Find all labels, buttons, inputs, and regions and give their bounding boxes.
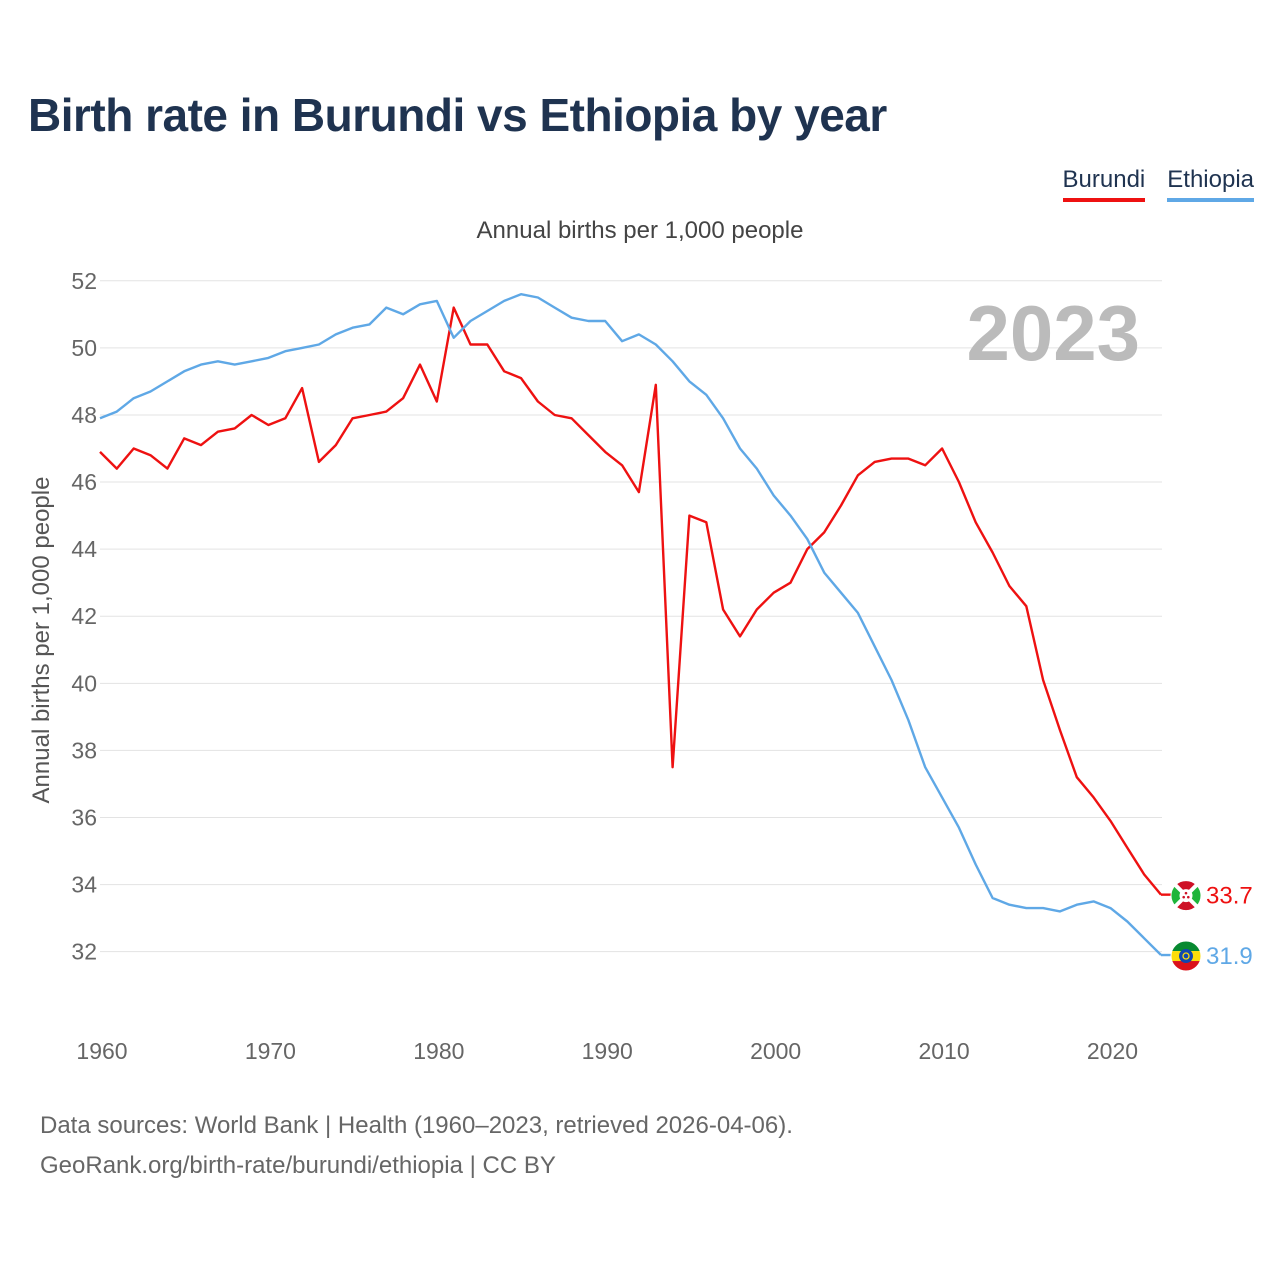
- x-tick-1990: 1990: [582, 1038, 633, 1064]
- legend-item-burundi[interactable]: Burundi: [1062, 166, 1146, 202]
- chart-subtitle: Annual births per 1,000 people: [476, 217, 804, 244]
- y-tick-32: 32: [71, 939, 97, 965]
- source-link[interactable]: GeoRank.org/birth-rate/burundi/ethiopia …: [40, 1152, 556, 1179]
- legend: Burundi Ethiopia: [1062, 166, 1254, 202]
- y-tick-52: 52: [71, 268, 97, 294]
- data-source-note: Data sources: World Bank | Health (1960–…: [40, 1112, 793, 1139]
- series-end-markers: 33.7 31.9: [1170, 880, 1253, 972]
- legend-item-ethiopia[interactable]: Ethiopia: [1167, 166, 1254, 202]
- burundi-flag-icon: [1170, 880, 1202, 912]
- series-line-burundi: [99, 306, 1162, 896]
- footer: Data sources: World Bank | Health (1960–…: [40, 1106, 793, 1186]
- y-tick-44: 44: [71, 536, 97, 562]
- chart-title: Birth rate in Burundi vs Ethiopia by yea…: [28, 89, 887, 141]
- end-label-ethiopia: 31.9: [1206, 943, 1253, 970]
- x-tick-1970: 1970: [245, 1038, 296, 1064]
- y-tick-48: 48: [71, 402, 97, 428]
- current-year-label: 2023: [966, 289, 1140, 377]
- x-tick-1980: 1980: [413, 1038, 464, 1064]
- y-tick-36: 36: [71, 805, 97, 831]
- grid-lines: [100, 280, 1162, 953]
- y-tick-42: 42: [71, 603, 97, 629]
- y-tick-34: 34: [71, 872, 97, 898]
- y-tick-50: 50: [71, 335, 97, 361]
- x-tick-2000: 2000: [750, 1038, 801, 1064]
- x-tick-2020: 2020: [1087, 1038, 1138, 1064]
- x-axis-ticks: 1960 1970 1980 1990 2000 2010 2020: [76, 1038, 1138, 1064]
- x-tick-2010: 2010: [918, 1038, 969, 1064]
- end-label-burundi: 33.7: [1206, 883, 1253, 910]
- ethiopia-flag-icon: [1170, 940, 1202, 972]
- y-tick-40: 40: [71, 670, 97, 696]
- y-tick-38: 38: [71, 737, 97, 763]
- series-lines: [99, 293, 1173, 957]
- y-axis-ticks: 32 34 36 38 40 42 44 46 48 50 52: [71, 268, 97, 965]
- x-tick-1960: 1960: [76, 1038, 127, 1064]
- y-tick-46: 46: [71, 469, 97, 495]
- series-line-ethiopia: [99, 293, 1162, 956]
